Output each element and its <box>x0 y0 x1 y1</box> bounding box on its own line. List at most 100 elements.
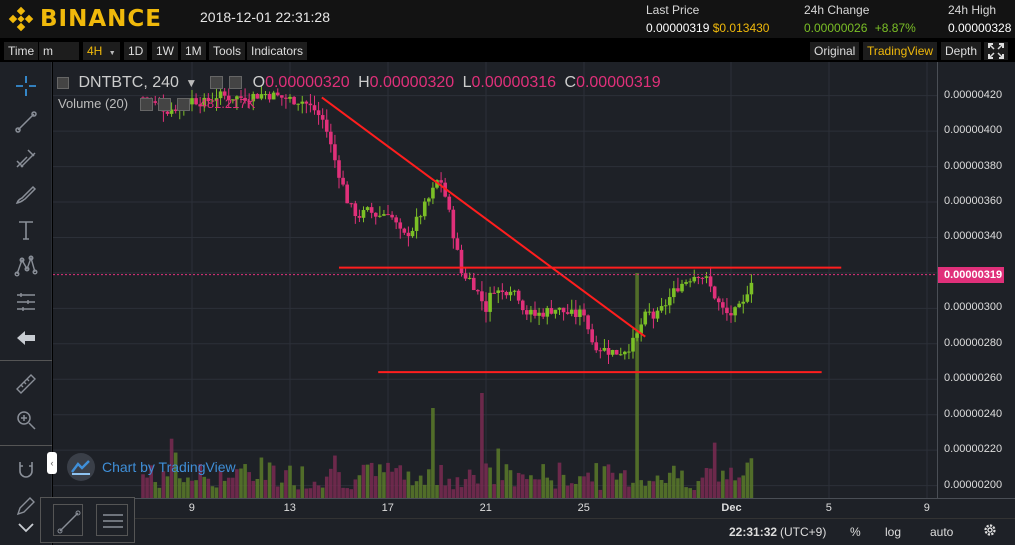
tool-divider <box>0 360 52 361</box>
minute-interval-dropdown[interactable]: m ▼ <box>39 42 79 75</box>
percent-scale-button[interactable]: % <box>850 525 861 539</box>
lock-drawing-tool[interactable] <box>12 492 40 520</box>
legend-collapse-icon[interactable] <box>57 76 69 89</box>
magnet-tool[interactable] <box>12 456 40 484</box>
candle-down <box>471 277 476 291</box>
time-button[interactable]: Time <box>4 42 39 60</box>
volume-bar-up <box>431 408 435 498</box>
crosshair-tool[interactable] <box>12 72 40 100</box>
candle-up <box>745 294 750 302</box>
volume-settings-icon[interactable] <box>158 98 172 112</box>
tray-line-button[interactable] <box>53 504 83 536</box>
candle-down <box>455 238 460 250</box>
volume-bar-up <box>255 478 260 498</box>
volume-bar-down <box>553 488 558 498</box>
pitchfork-tool[interactable] <box>12 144 40 172</box>
tray-channel-button[interactable] <box>96 504 128 536</box>
measure-tool[interactable] <box>12 370 40 398</box>
low-label: L <box>462 74 472 91</box>
legend-eye-icon[interactable] <box>209 76 223 90</box>
low-value: 0.00000316 <box>471 74 557 91</box>
1w-button[interactable]: 1W <box>152 42 178 60</box>
legend-settings-icon[interactable] <box>229 76 243 90</box>
symbol-caret-icon[interactable]: ▼ <box>185 76 198 90</box>
volume-bar-up <box>239 468 243 498</box>
candle-up <box>631 337 635 352</box>
candle-up <box>414 216 419 231</box>
candle-down <box>369 207 374 213</box>
volume-close-icon[interactable] <box>176 98 190 112</box>
price-tick-label: 0.00000340 <box>944 230 1003 243</box>
volume-bar-up <box>549 480 554 498</box>
candle-up <box>749 282 754 295</box>
volume-eye-icon[interactable] <box>139 98 153 112</box>
volume-bar-down <box>451 489 456 498</box>
volume-bar-down <box>492 484 496 498</box>
line-icon <box>57 510 81 534</box>
candle-down <box>598 350 603 352</box>
chart-settings-button[interactable] <box>983 523 997 540</box>
volume-bar-down <box>361 464 366 498</box>
brush-tool[interactable] <box>12 180 40 208</box>
volume-bar-up <box>672 465 676 498</box>
pattern-tool[interactable] <box>12 252 40 280</box>
4h-interval-dropdown[interactable]: 4H ▼ <box>83 42 120 60</box>
auto-scale-button[interactable]: auto <box>930 525 954 539</box>
volume-bar-down <box>716 481 721 498</box>
candle-down <box>549 308 554 314</box>
time-tick-label: Dec <box>721 502 742 514</box>
high-stat: 24h High 0.00000328 <box>948 3 1011 35</box>
binance-logo[interactable]: BINANCE <box>8 6 162 32</box>
chart-pane[interactable]: DNTBTC, 240 ▼ O0.00000320 H0.00000320 L0… <box>53 62 937 498</box>
volume-bar-down <box>729 467 733 498</box>
log-scale-button[interactable]: log <box>885 525 902 539</box>
volume-bar-down <box>557 462 562 498</box>
prediction-tool[interactable] <box>12 288 40 316</box>
depth-button[interactable]: Depth <box>941 42 982 60</box>
candle-down <box>574 309 578 317</box>
candle-up <box>610 349 615 355</box>
pattern-icon <box>14 255 38 277</box>
candle-up <box>496 290 501 293</box>
volume-bar-down <box>725 479 729 498</box>
candle-down <box>173 109 178 111</box>
candle-down <box>480 291 484 302</box>
zoom-tool[interactable] <box>12 406 40 434</box>
indicators-button[interactable]: Indicators <box>247 42 308 60</box>
volume-bar-up <box>194 480 198 498</box>
volume-bar-down <box>333 455 337 498</box>
candle-up <box>663 305 668 307</box>
candle-down <box>165 111 170 114</box>
candle-down <box>386 214 390 216</box>
candle-down <box>255 93 260 99</box>
tradingview-button[interactable]: TradingView <box>863 42 938 60</box>
back-arrow-tool[interactable] <box>12 324 40 352</box>
1m-button[interactable]: 1M <box>181 42 206 60</box>
volume-bar-up <box>320 487 325 498</box>
last-price-usd: $0.013430 <box>712 21 770 35</box>
change-value: 0.00000026 <box>804 21 868 35</box>
volume-bar-down <box>692 489 697 498</box>
tools-button[interactable]: Tools <box>209 42 246 60</box>
timezone-button[interactable]: (UTC+9) <box>780 525 827 539</box>
sidebar-collapse-handle[interactable]: ‹ <box>47 452 57 474</box>
time-axis[interactable]: 9 13 17 21 25 Dec 5 9 <box>53 498 1015 518</box>
candle-down <box>594 342 599 351</box>
volume-bar-up <box>243 464 247 498</box>
fullscreen-button[interactable] <box>984 42 1008 60</box>
trendline-tool[interactable] <box>12 108 40 136</box>
volume-bar-down <box>651 481 656 498</box>
volume-bar-up <box>561 474 566 498</box>
volume-bar-up <box>643 485 648 498</box>
collapse-toolbar-button[interactable] <box>12 514 40 542</box>
1d-button[interactable]: 1D <box>124 42 148 60</box>
text-tool[interactable] <box>12 216 40 244</box>
tradingview-watermark[interactable]: Chart by TradingView <box>66 452 236 482</box>
candlestick-chart[interactable] <box>53 62 937 498</box>
original-button[interactable]: Original <box>810 42 860 60</box>
pencil-lock-icon <box>16 497 35 516</box>
volume-bar-down <box>704 467 709 498</box>
candle-up <box>508 291 513 296</box>
volume-bar-down <box>386 462 390 498</box>
candle-down <box>676 288 680 292</box>
